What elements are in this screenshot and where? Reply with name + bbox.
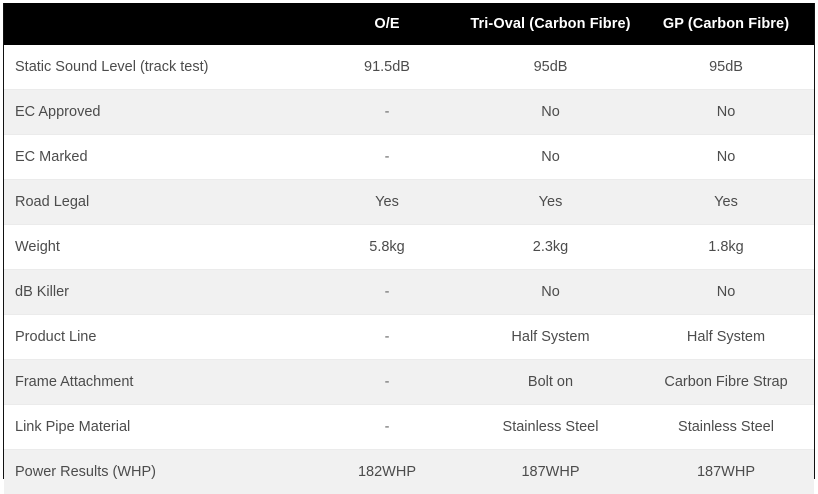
comparison-table-container: O/E Tri-Oval (Carbon Fibre) GP (Carbon F… [3,3,815,479]
column-header-gp: GP (Carbon Fibre) [638,3,814,45]
cell-oe: - [311,270,463,315]
cell-tri-oval: No [463,90,638,135]
cell-gp: 1.8kg [638,225,814,270]
cell-oe: - [311,315,463,360]
cell-tri-oval: 187WHP [463,450,638,494]
row-label: Product Line [4,315,311,360]
cell-tri-oval: No [463,135,638,180]
cell-tri-oval: 2.3kg [463,225,638,270]
cell-oe: 5.8kg [311,225,463,270]
cell-gp: No [638,135,814,180]
cell-tri-oval: Yes [463,180,638,225]
column-header-blank [4,3,311,45]
table-row: dB Killer - No No [4,270,814,315]
table-row: Weight 5.8kg 2.3kg 1.8kg [4,225,814,270]
table-row: Static Sound Level (track test) 91.5dB 9… [4,45,814,90]
row-label: Road Legal [4,180,311,225]
row-label: dB Killer [4,270,311,315]
comparison-table: O/E Tri-Oval (Carbon Fibre) GP (Carbon F… [4,3,814,494]
table-row: EC Marked - No No [4,135,814,180]
cell-tri-oval: Half System [463,315,638,360]
cell-gp: No [638,90,814,135]
cell-gp: Yes [638,180,814,225]
row-label: Weight [4,225,311,270]
cell-oe: Yes [311,180,463,225]
row-label: Power Results (WHP) [4,450,311,494]
cell-gp: No [638,270,814,315]
table-row: Power Results (WHP) 182WHP 187WHP 187WHP [4,450,814,494]
cell-oe: 182WHP [311,450,463,494]
row-label: EC Approved [4,90,311,135]
table-header: O/E Tri-Oval (Carbon Fibre) GP (Carbon F… [4,3,814,45]
cell-oe: - [311,360,463,405]
cell-tri-oval: 95dB [463,45,638,90]
table-header-row: O/E Tri-Oval (Carbon Fibre) GP (Carbon F… [4,3,814,45]
table-row: Link Pipe Material - Stainless Steel Sta… [4,405,814,450]
table-row: Frame Attachment - Bolt on Carbon Fibre … [4,360,814,405]
table-row: Product Line - Half System Half System [4,315,814,360]
cell-gp: Half System [638,315,814,360]
row-label: Frame Attachment [4,360,311,405]
column-header-oe: O/E [311,3,463,45]
row-label: Static Sound Level (track test) [4,45,311,90]
cell-oe: - [311,90,463,135]
table-body: Static Sound Level (track test) 91.5dB 9… [4,45,814,494]
table-row: Road Legal Yes Yes Yes [4,180,814,225]
cell-oe: - [311,405,463,450]
cell-gp: Stainless Steel [638,405,814,450]
column-header-tri-oval: Tri-Oval (Carbon Fibre) [463,3,638,45]
cell-tri-oval: Stainless Steel [463,405,638,450]
row-label: Link Pipe Material [4,405,311,450]
cell-tri-oval: Bolt on [463,360,638,405]
cell-oe: - [311,135,463,180]
cell-gp: 187WHP [638,450,814,494]
row-label: EC Marked [4,135,311,180]
cell-gp: Carbon Fibre Strap [638,360,814,405]
cell-oe: 91.5dB [311,45,463,90]
cell-gp: 95dB [638,45,814,90]
cell-tri-oval: No [463,270,638,315]
table-row: EC Approved - No No [4,90,814,135]
